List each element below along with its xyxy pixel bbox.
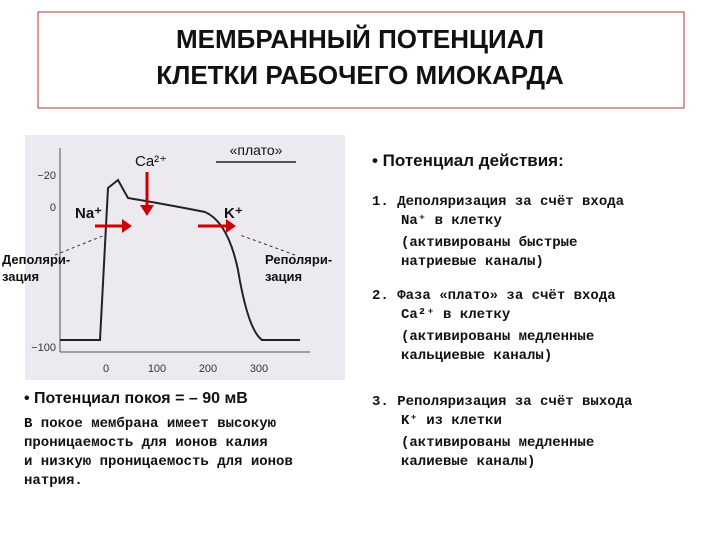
body-line: В покое мембрана имеет высокую [24,416,277,432]
ion-label: Na⁺ [75,205,102,222]
list-line: Ca²⁺ в клетку [401,307,511,323]
list-line: (активированы быстрые [401,235,577,251]
phase-label: зация [265,269,302,284]
figure: −20 0 −100 0 100 200 300 Ca²⁺ «плато» Na… [2,135,345,380]
list-line: 3. Реполяризация за счёт выхода [372,394,633,410]
x-tick-label: 100 [148,363,166,375]
y-tick-label: −100 [31,342,56,354]
list-line: 2. Фаза «плато» за счёт входа [372,288,616,304]
title-frame [37,11,685,109]
y-tick-label: −20 [37,170,56,182]
x-tick-label: 0 [103,363,109,375]
phase-label: Деполяри- [2,252,70,267]
list-line: 1. Деполяризация за счёт входа [372,194,625,210]
list-line: натриевые каналы) [401,254,544,270]
list-line: (активированы медленные [401,435,594,451]
phase-label: «плато» [230,142,283,158]
arrowhead [226,219,236,233]
ion-label: K⁺ [224,205,243,222]
list-line: кальциевые каналы) [401,348,552,364]
body-line: проницаемость для ионов калия [24,435,268,451]
resting-text: В покое мембрана имеет высокую проницаемо… [24,416,293,489]
ion-label: Ca²⁺ [135,153,167,170]
action-heading: • Потенциал действия: [372,151,564,170]
resting-heading: • Потенциал покоя = – 90 мВ [24,390,248,407]
body-line: натрия. [24,473,83,489]
body-line: и низкую проницаемость для ионов [24,454,293,470]
list-line: калиевые каналы) [401,454,535,470]
action-potential-curve [60,178,300,341]
y-tick-label: 0 [50,202,56,214]
x-tick-label: 200 [199,363,217,375]
pointer [239,234,296,256]
arrowhead [140,205,154,216]
action-list: 1. Деполяризация за счёт входа Na⁺ в клет… [372,194,633,470]
list-line: Na⁺ в клетку [401,213,502,229]
phase-label: Реполяри- [265,252,332,267]
phase-label: зация [2,269,39,284]
x-tick-label: 300 [250,363,268,375]
list-line: K⁺ из клетки [401,413,502,429]
title-line: МЕМБРАННЫЙ ПОТЕНЦИАЛ [176,24,544,54]
list-line: (активированы медленные [401,329,594,345]
pointer [54,234,106,256]
arrowhead [122,219,132,233]
title-line: КЛЕТКИ РАБОЧЕГО МИОКАРДА [156,60,564,90]
